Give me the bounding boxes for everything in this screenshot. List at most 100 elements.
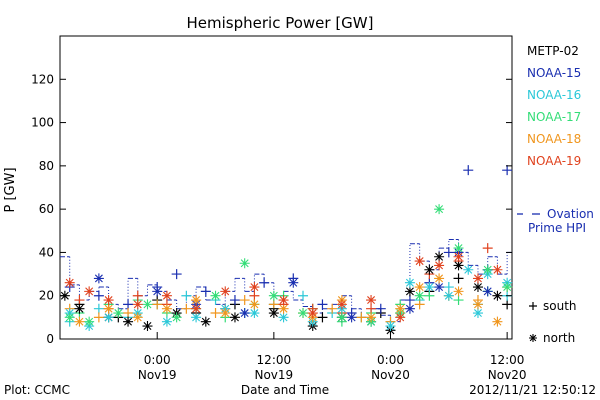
south-point (171, 269, 182, 280)
north-point (434, 204, 445, 215)
north-point (336, 312, 347, 323)
north-point (93, 273, 104, 284)
y-tick-label: 80 (39, 159, 54, 173)
south-point (123, 299, 134, 310)
north-point (424, 282, 435, 293)
north-point (142, 299, 153, 310)
north-point (453, 243, 464, 254)
ovation-legend-label-2: Prime HPI (528, 221, 586, 235)
x-tick-date-label: Nov19 (254, 368, 293, 382)
north-point (123, 316, 134, 327)
x-tick-time-label: 0:00 (377, 353, 404, 367)
north-point (268, 290, 279, 301)
north-point (434, 260, 445, 271)
south-point (229, 295, 240, 306)
north-point (434, 273, 445, 284)
north-point (346, 312, 357, 323)
marker-south-label: south (543, 299, 577, 313)
north-point (366, 295, 377, 306)
plot-credit: Plot: CCMC (4, 383, 70, 397)
y-axis-label: P [GW] (3, 167, 18, 212)
chart-title: Hemispheric Power [GW] (187, 14, 374, 32)
north-point (453, 260, 464, 271)
north-point (472, 282, 483, 293)
north-point (113, 308, 124, 319)
north-point (278, 312, 289, 323)
north-point (278, 295, 289, 306)
y-tick-label: 40 (39, 245, 54, 259)
y-tick-label: 60 (39, 202, 54, 216)
south-point (210, 308, 221, 319)
marker-key: south north (529, 299, 577, 345)
north-point (463, 264, 474, 275)
x-tick-date-label: Nov20 (371, 368, 410, 382)
south-point (298, 290, 309, 301)
north-point (414, 290, 425, 301)
north-point (103, 303, 114, 314)
north-point (161, 290, 172, 301)
north-point (191, 303, 202, 314)
north-point (472, 308, 483, 319)
south-point (502, 165, 513, 176)
y-tick-label: 0 (46, 332, 54, 346)
legend-entry: NOAA-15 (527, 66, 581, 80)
south-point (74, 295, 85, 306)
south-point (404, 295, 415, 306)
north-point (395, 312, 406, 323)
north-point (443, 290, 454, 301)
marker-north-label: north (543, 331, 575, 345)
north-point (492, 316, 503, 327)
south-point (463, 165, 474, 176)
legend-entry: NOAA-16 (527, 88, 581, 102)
south-point (200, 286, 211, 297)
north-point (84, 316, 95, 327)
north-point (414, 256, 425, 267)
north-point (103, 295, 114, 306)
north-point (395, 303, 406, 314)
north-point (161, 316, 172, 327)
legend: METP-02 NOAA-15 NOAA-16 NOAA-17 NOAA-18 NOAA-… (527, 44, 581, 168)
south-point (123, 308, 134, 319)
data-markers (59, 165, 513, 336)
north-point (434, 282, 445, 293)
x-tick-date-label: Nov20 (488, 368, 527, 382)
north-point (404, 277, 415, 288)
north-point (200, 316, 211, 327)
south-point (443, 247, 454, 258)
asterisk-key-shape (529, 334, 537, 342)
north-point (298, 308, 309, 319)
south-point (424, 290, 435, 301)
south-point (482, 243, 493, 254)
x-tick-time-label: 12:00 (490, 353, 525, 367)
north-point (152, 286, 163, 297)
y-axis-ticks: 0 20 40 60 80 100 120 (31, 72, 512, 346)
north-point (385, 321, 396, 332)
north-point (492, 264, 503, 275)
south-point (93, 303, 104, 314)
legend-entry: NOAA-19 (527, 154, 581, 168)
north-point (239, 308, 250, 319)
north-point (453, 286, 464, 297)
north-point (404, 303, 415, 314)
south-point (453, 295, 464, 306)
north-point (191, 312, 202, 323)
north-point (210, 290, 221, 301)
north-point (74, 316, 85, 327)
north-point (404, 286, 415, 297)
south-point (366, 303, 377, 314)
north-point (249, 299, 260, 310)
north-point (366, 312, 377, 323)
y-tick-label: 100 (31, 116, 54, 130)
north-point (229, 312, 240, 323)
south-point (356, 312, 367, 323)
north-point (74, 303, 85, 314)
south-point (453, 273, 464, 284)
north-point (132, 299, 143, 310)
north-point (249, 282, 260, 293)
north-point (482, 264, 493, 275)
x-axis-label: Date and Time (241, 383, 329, 397)
asterisk-marker-key-icon (529, 334, 537, 342)
north-point (307, 308, 318, 319)
